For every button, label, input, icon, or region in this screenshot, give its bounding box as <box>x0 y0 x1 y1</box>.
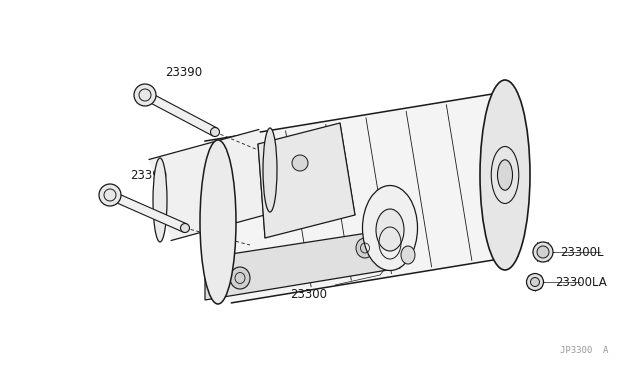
Text: JP3300  A: JP3300 A <box>559 346 608 355</box>
Text: 23390: 23390 <box>130 169 167 182</box>
Ellipse shape <box>480 80 530 270</box>
Polygon shape <box>108 191 187 232</box>
Text: 23300LA: 23300LA <box>555 276 607 289</box>
Polygon shape <box>258 123 355 238</box>
Ellipse shape <box>531 278 540 286</box>
Ellipse shape <box>180 224 189 232</box>
Ellipse shape <box>497 160 513 190</box>
Text: 23300: 23300 <box>290 289 327 301</box>
Ellipse shape <box>362 186 417 270</box>
Polygon shape <box>149 129 281 241</box>
Ellipse shape <box>211 128 220 137</box>
Ellipse shape <box>533 242 553 262</box>
Ellipse shape <box>200 140 236 304</box>
Ellipse shape <box>292 155 308 171</box>
Ellipse shape <box>356 238 374 258</box>
Ellipse shape <box>537 246 549 258</box>
Ellipse shape <box>527 273 543 291</box>
Ellipse shape <box>230 267 250 289</box>
Ellipse shape <box>263 128 277 212</box>
Polygon shape <box>205 94 518 303</box>
Ellipse shape <box>99 184 121 206</box>
Polygon shape <box>143 91 217 136</box>
Polygon shape <box>205 228 400 300</box>
Ellipse shape <box>376 209 404 251</box>
Text: 23300L: 23300L <box>560 246 604 259</box>
Ellipse shape <box>134 84 156 106</box>
Ellipse shape <box>153 158 167 242</box>
Text: 23390: 23390 <box>165 65 202 78</box>
Ellipse shape <box>401 246 415 264</box>
